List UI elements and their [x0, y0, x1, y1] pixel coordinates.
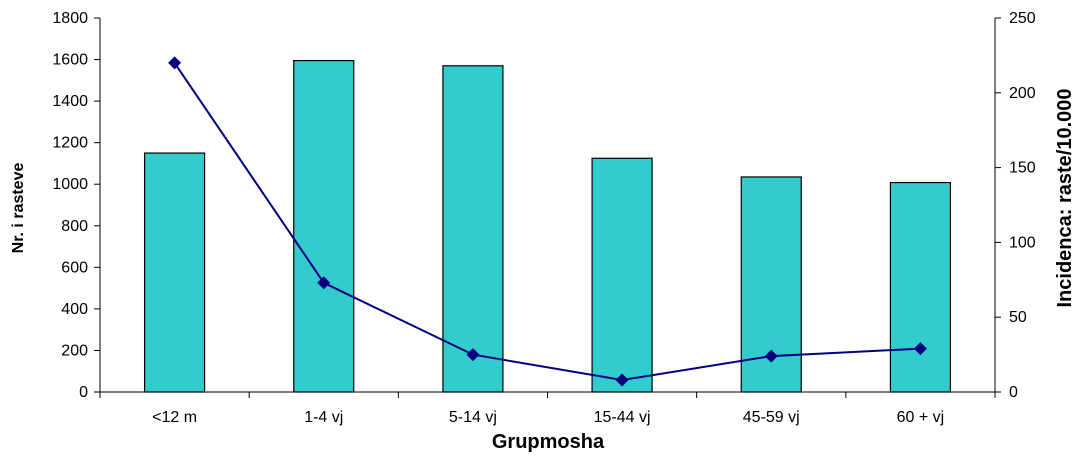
labels: 0 200 400 600 800 1000 1200 1400 1600 1800 0 50 100 1…	[52, 10, 1035, 426]
line-series	[168, 56, 927, 387]
series-line	[173, 62, 921, 382]
bar	[740, 176, 802, 393]
y-tick-label: 1800	[52, 10, 88, 27]
bar	[889, 181, 952, 393]
y-tick-label: 1400	[52, 93, 88, 110]
y-tick-label: 800	[61, 218, 88, 235]
y-tick-label: 1000	[52, 176, 88, 193]
bar	[591, 157, 653, 393]
y2-tick-label: 150	[1009, 160, 1036, 177]
y2-tick-label: 100	[1009, 234, 1036, 251]
y2-tick-label: 250	[1009, 10, 1036, 27]
y-tick-label: 400	[61, 301, 88, 318]
y-tick-label: 0	[79, 384, 88, 401]
line-point	[317, 276, 331, 290]
x-tick-label: 60 + vj	[897, 409, 945, 426]
bars	[143, 59, 952, 393]
y2-tick-label: 0	[1009, 384, 1018, 401]
line-point	[913, 342, 927, 356]
y-axis-title: Nr. i rasteve	[10, 163, 27, 254]
line-point	[466, 348, 480, 362]
bar	[442, 65, 504, 393]
y2-tick-label: 50	[1009, 309, 1027, 326]
y-tick-label: 600	[61, 259, 88, 276]
x-tick-label: 1-4 vj	[304, 409, 343, 426]
y-tick-label: 1200	[52, 135, 88, 152]
x-tick-label: 5-14 vj	[449, 409, 497, 426]
y-tick-label: 1600	[52, 52, 88, 69]
x-axis-title: Grupmosha	[492, 431, 605, 453]
x-tick-label: 45-59 vj	[743, 409, 800, 426]
y2-axis-title: Incidenca: raste/10.000	[1054, 88, 1076, 307]
bar	[293, 59, 355, 393]
line-point	[764, 349, 778, 363]
x-tick-label: 15-44 vj	[594, 409, 651, 426]
x-tick-label: <12 m	[152, 409, 197, 426]
y2-tick-label: 200	[1009, 85, 1036, 102]
axes	[94, 17, 1001, 398]
line-point	[168, 56, 182, 70]
bar	[143, 152, 206, 393]
line-point	[615, 373, 629, 387]
y-tick-label: 200	[61, 342, 88, 359]
